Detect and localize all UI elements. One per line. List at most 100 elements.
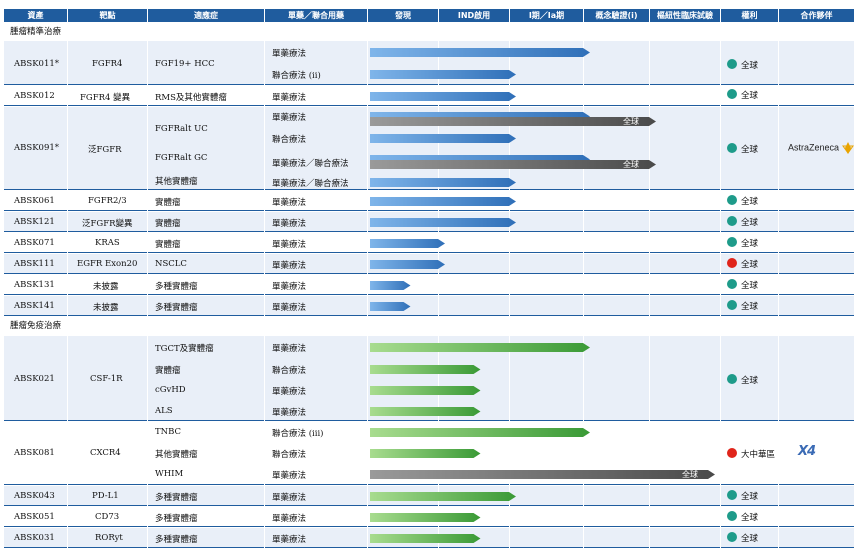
row-bg-absk131 [4, 275, 854, 295]
asset-name: ABSK011* [14, 59, 60, 69]
asset-name: ABSK021 [14, 374, 55, 384]
progress-bar-blue [370, 302, 412, 311]
regimen: 聯合療法 (iii) [272, 429, 324, 439]
target-name: 泛FGFR [88, 145, 122, 155]
asset-name: ABSK121 [14, 217, 55, 227]
asset-name: ABSK031 [14, 533, 55, 543]
target-name: PD-L1 [92, 491, 119, 501]
header-indication: 適應症 [148, 9, 264, 22]
progress-bar-blue [370, 260, 446, 269]
bar-rights-label: 全球 [623, 160, 639, 169]
progress-bar-grey: 全球 [370, 470, 716, 479]
col-divider [147, 41, 148, 548]
astrazeneca-logo: AstraZeneca [788, 141, 854, 155]
globe-dot-icon [727, 532, 737, 542]
indication: 實體瘤 [155, 366, 181, 376]
indication: 其他實體瘤 [155, 177, 198, 187]
progress-bar-blue [370, 178, 517, 187]
indication: 實體瘤 [155, 219, 181, 229]
indication: 多種實體瘤 [155, 303, 198, 313]
globe-dot-icon [727, 59, 737, 69]
rights-label: 全球 [741, 281, 759, 291]
astrazeneca-swirl-icon [841, 142, 854, 154]
col-divider [649, 41, 650, 548]
indication: 多種實體瘤 [155, 282, 198, 292]
asset-name: ABSK051 [14, 512, 55, 522]
indication: FGFRalt GC [155, 153, 208, 163]
col-divider [583, 41, 584, 548]
progress-bar-grey: 全球 [370, 117, 657, 126]
bar-rights-label: 全球 [682, 470, 698, 479]
bar-rights-label: 全球 [623, 117, 639, 126]
rights-label: 全球 [741, 91, 759, 101]
indication: cGvHD [155, 385, 186, 395]
regimen: 單藥療法 [272, 408, 307, 418]
globe-dot-icon [727, 237, 737, 247]
progress-bar-green [370, 534, 482, 543]
rights-label: 大中華區 [741, 450, 776, 460]
indication: WHIM [155, 469, 184, 479]
target-name: RORyt [95, 533, 123, 543]
section-title-precision: 腫瘤精準治療 [4, 24, 854, 38]
rights-label: 全球 [741, 260, 759, 270]
regimen: 單藥療法 [272, 93, 307, 103]
progress-bar-green [370, 343, 591, 352]
indication: 實體瘤 [155, 198, 181, 208]
rights-label: 全球 [741, 302, 759, 312]
rights-label: 全球 [741, 197, 759, 207]
rights-label: 全球 [741, 376, 759, 386]
target-name: FGFR2/3 [88, 196, 127, 206]
asset-name: ABSK091* [14, 143, 60, 153]
header-target: 靶點 [68, 9, 147, 22]
target-name: EGFR Exon20 [77, 259, 138, 269]
asset-name: ABSK012 [14, 91, 55, 101]
col-divider [367, 41, 368, 548]
indication: 多種實體瘤 [155, 514, 198, 524]
col-divider [509, 41, 510, 548]
globe-dot-icon [727, 511, 737, 521]
progress-bar-blue [370, 92, 517, 101]
asset-name: ABSK141 [14, 301, 55, 311]
col-divider [778, 41, 779, 548]
target-name: 泛FGFR變異 [82, 219, 133, 229]
regimen: 單藥療法 [272, 514, 307, 524]
regimen: 單藥療法 [272, 261, 307, 271]
target-name: CD73 [95, 512, 120, 522]
regimen: 單藥療法 [272, 240, 307, 250]
regimen: 單藥療法 [272, 282, 307, 292]
regimen: 單藥療法 [272, 113, 307, 123]
target-name: 未披露 [93, 303, 119, 313]
indication: FGFRalt UC [155, 124, 208, 134]
asset-name: ABSK043 [14, 491, 55, 501]
progress-bar-blue [370, 239, 446, 248]
indication: TNBC [155, 427, 182, 437]
globe-dot-icon [727, 216, 737, 226]
regimen: 單藥療法 [272, 198, 307, 208]
regimen: 單藥療法 [272, 535, 307, 545]
rights-label: 全球 [741, 145, 759, 155]
globe-dot-icon [727, 195, 737, 205]
regimen: 單藥療法／聯合療法 [272, 159, 349, 169]
col-divider [67, 41, 68, 548]
regimen: 單藥療法 [272, 49, 307, 59]
header-ind: IND啟用 [439, 9, 509, 22]
header-regimen: 單藥／聯合用藥 [265, 9, 367, 22]
progress-bar-green [370, 365, 482, 374]
china-dot-icon [727, 258, 737, 268]
col-divider [264, 41, 265, 548]
rights-label: 全球 [741, 534, 759, 544]
partner-name: AstraZeneca [788, 142, 840, 153]
progress-bar-blue [370, 197, 517, 206]
globe-dot-icon [727, 279, 737, 289]
indication: 多種實體瘤 [155, 535, 198, 545]
rights-label: 全球 [741, 513, 759, 523]
asset-name: ABSK081 [14, 448, 55, 458]
globe-dot-icon [727, 300, 737, 310]
regimen: 單藥療法 [272, 344, 307, 354]
globe-dot-icon [727, 143, 737, 153]
rights-label: 全球 [741, 492, 759, 502]
globe-dot-icon [727, 89, 737, 99]
regimen: 聯合療法 [272, 450, 307, 460]
progress-bar-green [370, 428, 591, 437]
asset-name: ABSK071 [14, 238, 55, 248]
